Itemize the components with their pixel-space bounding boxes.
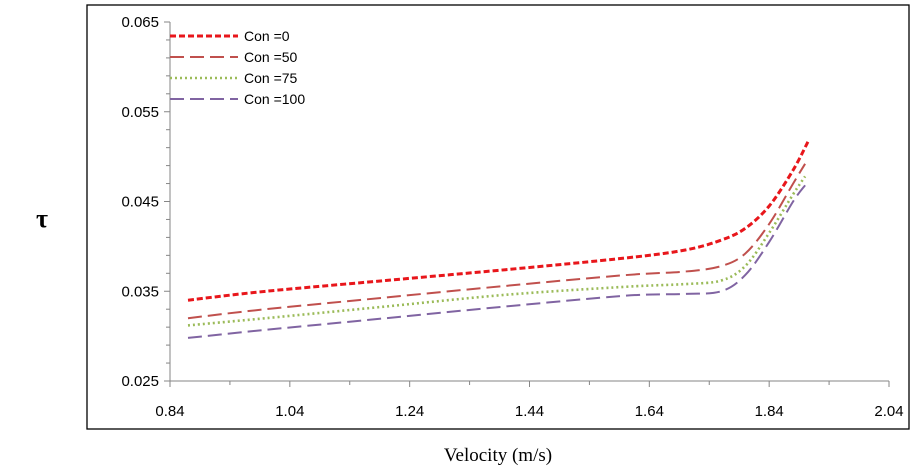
series-line-4 — [187, 184, 806, 339]
x-tick-label: 1.84 — [755, 403, 784, 420]
x-tick-label: 0.84 — [155, 403, 184, 420]
y-tick-label: 0.025 — [121, 373, 159, 390]
x-axis-title: Velocity (m/s) — [444, 445, 552, 466]
legend: Con =0 Con =50 Con =75 Con =100 — [170, 28, 305, 107]
y-tick-label: 0.035 — [121, 283, 159, 300]
series-line-2 — [187, 163, 806, 320]
axes: 0.84 1.04 1.24 1.44 1.64 1.84 2.04 0.025 0.035 0.… — [121, 14, 903, 420]
series-layer — [187, 140, 810, 339]
y-tick-label: 0.065 — [121, 14, 159, 31]
legend-label: Con =50 — [244, 49, 298, 65]
legend-label: Con =75 — [244, 70, 298, 86]
series-line-3 — [187, 175, 807, 327]
y-tick-label: 0.045 — [121, 194, 159, 211]
series-line-1 — [187, 140, 810, 302]
y-axis-title: τ — [36, 204, 48, 233]
x-tick-label: 1.04 — [275, 403, 304, 420]
legend-label: Con =0 — [244, 28, 290, 44]
chart-frame — [86, 4, 910, 430]
legend-label: Con =100 — [244, 91, 305, 107]
x-tick-label: 1.64 — [635, 403, 664, 420]
y-tick-label: 0.055 — [121, 104, 159, 121]
x-tick-label: 2.04 — [874, 403, 903, 420]
x-tick-label: 1.24 — [395, 403, 424, 420]
x-tick-label: 1.44 — [515, 403, 544, 420]
